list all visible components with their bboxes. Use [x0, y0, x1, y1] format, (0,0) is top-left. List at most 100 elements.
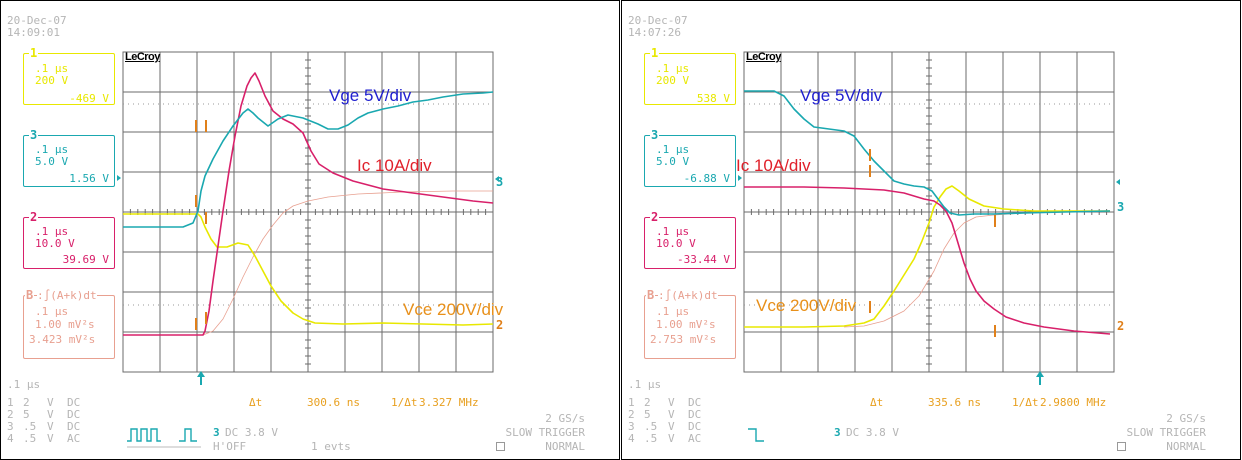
inverse-delta-t-label: 1/Δt [391, 396, 418, 409]
channel-setting-volts: 5 [644, 408, 651, 421]
vge-trace [744, 90, 1111, 216]
math-trace [843, 210, 1111, 328]
inverse-delta-t-value: 2.9800 MHz [1040, 396, 1107, 409]
channel-ref-marker: 2 [1117, 319, 1124, 333]
channel-setting-volts: .5 [644, 432, 658, 445]
ch2-scale: 10.0 V [656, 237, 696, 250]
channel-ref-marker: 3 [496, 175, 503, 189]
ch3-timebase: .1 µs [35, 143, 69, 156]
sample-rate: 2 GS/s [1166, 412, 1206, 425]
vce-trace [744, 185, 1110, 328]
channel-setting-unit: V [47, 432, 54, 445]
ic-trace [123, 72, 494, 336]
ch2-value: -33.44 V [677, 253, 730, 266]
brand-logo: LeCroy [746, 51, 781, 63]
ch3-offset-arrow-icon [117, 175, 121, 181]
channel-setting-coupling: DC [67, 396, 81, 409]
acquisition-mode: NORMAL [1166, 440, 1206, 453]
right-level-arrow-icon [495, 176, 499, 182]
delta-t-value: 335.6 ns [928, 396, 981, 409]
trigger-arrow-icon [1036, 371, 1044, 377]
trigger-mode: SLOW TRIGGER [505, 426, 585, 439]
channel-setting-unit: V [47, 420, 54, 433]
time-readout: 14:09:01 [7, 26, 60, 39]
mode-checkbox[interactable] [1117, 442, 1126, 451]
ch1-number: 1 [650, 46, 660, 60]
date-readout: 20-Dec-07 [7, 14, 67, 27]
ch1-scale: 200 V [35, 74, 69, 87]
channel-setting-unit: V [47, 408, 54, 421]
delta-t-value: 300.6 ns [307, 396, 360, 409]
ch2-number: 2 [650, 210, 660, 224]
math-timebase: .1 µs [656, 305, 690, 318]
event-count: 1 evts [311, 440, 351, 453]
channel-setting-id: 2 [7, 408, 14, 421]
channel-setting-coupling: DC [688, 396, 702, 409]
math-trace [202, 190, 493, 336]
time-readout: 14:07:26 [628, 26, 681, 39]
trigger-mode: SLOW TRIGGER [1126, 426, 1206, 439]
ch2-info-box[interactable] [644, 217, 736, 269]
channel-ref-marker: 3 [1117, 200, 1124, 214]
ic-trace [744, 186, 1111, 335]
channel-setting-coupling: AC [688, 432, 702, 445]
channel-setting-id: 4 [7, 432, 14, 445]
channel-setting-coupling: DC [67, 420, 81, 433]
sample-rate: 2 GS/s [545, 412, 585, 425]
date-readout: 20-Dec-07 [628, 14, 688, 27]
trigger-level: DC 3.8 V [846, 426, 899, 439]
trigger-channel: 3 [834, 426, 841, 439]
vge-label: Vge 5V/div [800, 86, 883, 105]
vce-trace [123, 213, 494, 326]
channel-setting-volts: .5 [23, 420, 37, 433]
channel-setting-volts: 2 [644, 396, 651, 409]
ch3-info-box[interactable] [644, 135, 736, 187]
channel-setting-volts: .5 [23, 432, 37, 445]
acquisition-mode: NORMAL [545, 440, 585, 453]
pulse-edge-icon [179, 428, 197, 442]
ch1-info-box[interactable] [23, 53, 115, 105]
channel-setting-coupling: DC [688, 420, 702, 433]
trigger-channel: 3 [213, 426, 220, 439]
ch2-timebase: .1 µs [35, 225, 69, 238]
channel-setting-coupling: DC [688, 408, 702, 421]
channel-setting-volts: 5 [23, 408, 30, 421]
ch3-scale: 5.0 V [35, 155, 69, 168]
inverse-delta-t-label: 1/Δt [1012, 396, 1039, 409]
ch2-number: 2 [29, 210, 39, 224]
channel-setting-unit: V [668, 420, 675, 433]
holdoff-label: H'OFF [213, 440, 247, 453]
mode-checkbox[interactable] [496, 442, 505, 451]
ch1-value: 538 V [696, 92, 730, 105]
channel-setting-unit: V [668, 432, 675, 445]
vce-label: Vce 200V/div [756, 296, 857, 315]
vge-trace [123, 91, 494, 228]
math-scale: 1.00 mV²s [35, 318, 95, 331]
scope-screen-left: 3 2 20-Dec-07 14:09:01 LeCroy 1 .1 µs 200… [0, 0, 620, 460]
inverse-delta-t-value: 3.327 MHz [419, 396, 479, 409]
math-scale: 1.00 mV²s [656, 318, 716, 331]
channel-setting-coupling: DC [67, 408, 81, 421]
right-level-arrow-icon [1116, 179, 1120, 185]
math-value: 3.423 mV²s [29, 333, 96, 346]
ch3-info-box[interactable] [23, 135, 115, 187]
channel-setting-volts: 2 [23, 396, 30, 409]
channel-setting-id: 1 [628, 396, 635, 409]
vge-label: Vge 5V/div [329, 86, 412, 105]
ch1-timebase: .1 µs [656, 62, 690, 75]
trigger-arrow-icon [197, 371, 205, 377]
ch2-info-box[interactable] [23, 217, 115, 269]
pulse-train-icon [127, 428, 161, 442]
channel-setting-id: 4 [628, 432, 635, 445]
channel-setting-unit: V [47, 396, 54, 409]
ch3-value: 1.56 V [69, 172, 109, 185]
bottom-timebase: .1 µs [7, 378, 41, 391]
ch1-info-box[interactable] [644, 53, 736, 105]
brand-logo: LeCroy [125, 51, 160, 63]
channel-ref-marker: 2 [496, 318, 503, 332]
channel-setting-id: 1 [7, 396, 14, 409]
channel-setting-unit: V [668, 408, 675, 421]
ch1-number: 1 [29, 46, 39, 60]
channel-setting-unit: V [668, 396, 675, 409]
